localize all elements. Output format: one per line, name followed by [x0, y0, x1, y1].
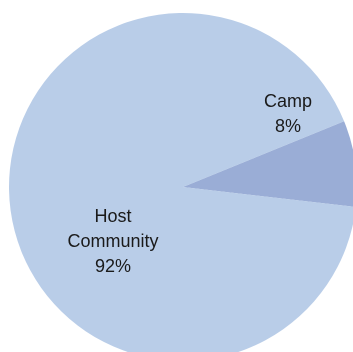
- slice-pct-camp: 8%: [275, 116, 301, 136]
- slice-label-host-community-line1: Host: [94, 206, 131, 226]
- pie-slices: [9, 13, 353, 352]
- slice-pct-host-community: 92%: [95, 256, 131, 276]
- slice-label-camp: Camp: [264, 91, 312, 111]
- pie-slice-camp: [183, 121, 353, 207]
- pie-slice-host-community: [9, 13, 353, 352]
- slice-label-host-community-line2: Community: [67, 231, 158, 251]
